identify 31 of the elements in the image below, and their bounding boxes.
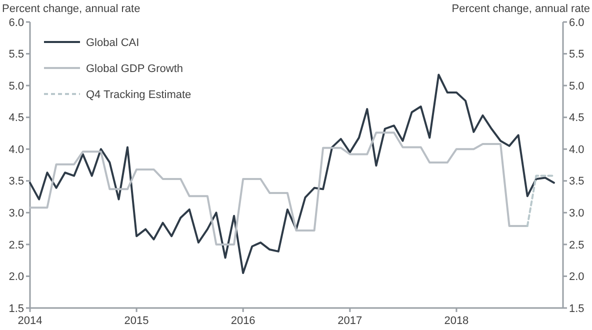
y-tick-label: 5.5 — [8, 48, 24, 61]
y2-tick-label: 4.0 — [569, 144, 584, 156]
x-tick-label: 2018 — [444, 315, 469, 327]
legend-label: Global GDP Growth — [86, 62, 184, 75]
y-tick-label: 3.0 — [8, 208, 24, 220]
y2-tick-label: 1.5 — [569, 302, 584, 315]
x-tick-label: 2014 — [18, 315, 42, 327]
y-axis-title: Percent change, annual rate — [2, 3, 140, 15]
legend-label: Global CAI — [86, 36, 140, 49]
y2-tick-label: 5.5 — [569, 48, 584, 61]
y2-tick-label: 2.5 — [569, 239, 584, 252]
y2-tick-label: 4.5 — [569, 112, 584, 124]
legend-label: Q4 Tracking Estimate — [86, 88, 192, 101]
y-tick-label: 4.0 — [8, 144, 24, 156]
y2-tick-label: 3.5 — [569, 176, 584, 188]
x-tick-label: 2017 — [338, 315, 362, 327]
y2-axis-title: Percent change, annual rate — [452, 3, 590, 15]
line-series — [29, 74, 555, 274]
y2-tick-label: 2.0 — [569, 271, 584, 284]
y-tick-label: 2.5 — [8, 239, 24, 252]
y-tick-label: 1.5 — [8, 302, 24, 315]
y2-tick-label: 3.0 — [569, 208, 584, 220]
y-tick-label: 4.5 — [8, 112, 24, 124]
x-tick-label: 2015 — [124, 315, 149, 327]
y-tick-label: 2.0 — [8, 271, 24, 284]
y-tick-label: 6.0 — [8, 16, 24, 29]
y2-tick-label: 5.0 — [569, 80, 584, 92]
x-tick-label: 2016 — [230, 315, 256, 327]
y-tick-label: 3.5 — [8, 176, 24, 188]
y2-tick-label: 6.0 — [569, 16, 584, 29]
y-tick-label: 5.0 — [8, 80, 24, 92]
